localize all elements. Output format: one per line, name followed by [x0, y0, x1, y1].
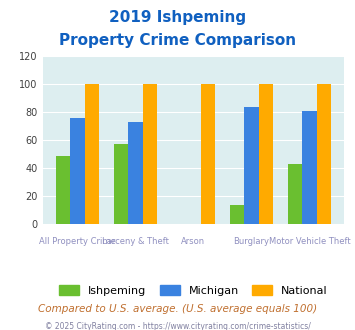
Bar	[128, 122, 143, 224]
Text: Larceny & Theft: Larceny & Theft	[102, 237, 169, 246]
Text: Compared to U.S. average. (U.S. average equals 100): Compared to U.S. average. (U.S. average …	[38, 304, 317, 314]
Text: 2019 Ishpeming: 2019 Ishpeming	[109, 10, 246, 25]
Text: Property Crime Comparison: Property Crime Comparison	[59, 33, 296, 48]
Bar	[302, 111, 317, 224]
Bar	[143, 84, 157, 224]
Bar	[114, 145, 128, 224]
Bar	[244, 107, 259, 224]
Bar	[259, 84, 273, 224]
Bar	[56, 156, 70, 224]
Legend: Ishpeming, Michigan, National: Ishpeming, Michigan, National	[55, 280, 332, 300]
Text: Burglary: Burglary	[234, 237, 269, 246]
Text: Arson: Arson	[181, 237, 206, 246]
Text: All Property Crime: All Property Crime	[39, 237, 116, 246]
Text: © 2025 CityRating.com - https://www.cityrating.com/crime-statistics/: © 2025 CityRating.com - https://www.city…	[45, 322, 310, 330]
Bar	[70, 118, 85, 224]
Bar	[317, 84, 331, 224]
Text: Motor Vehicle Theft: Motor Vehicle Theft	[269, 237, 350, 246]
Bar	[201, 84, 215, 224]
Bar	[230, 205, 244, 224]
Bar	[85, 84, 99, 224]
Bar	[288, 164, 302, 224]
